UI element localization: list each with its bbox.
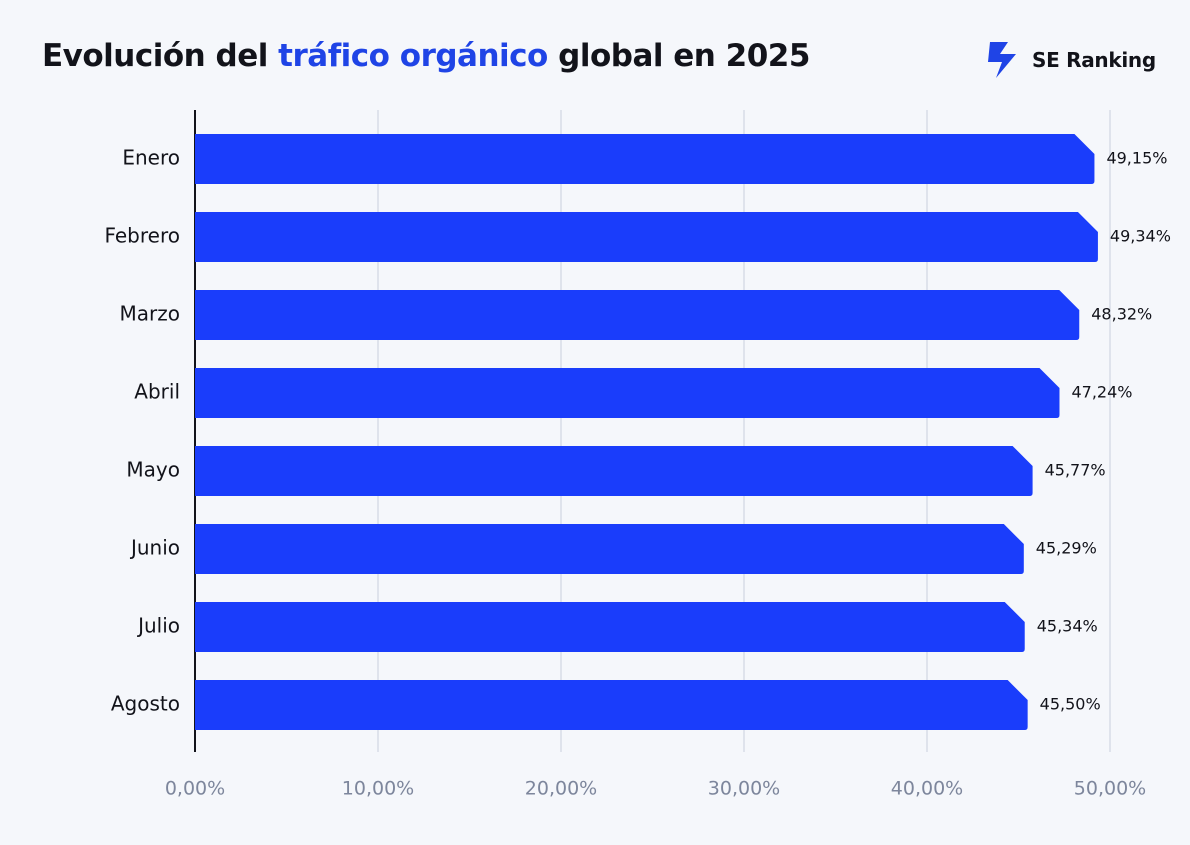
bar: [195, 602, 1025, 652]
bar: [195, 446, 1033, 496]
chart-title: Evolución del tráfico orgánico global en…: [42, 38, 810, 74]
bar: [195, 524, 1024, 574]
x-tick-label: 40,00%: [891, 778, 963, 800]
value-label: 45,77%: [1045, 461, 1106, 480]
value-label: 49,15%: [1106, 149, 1167, 168]
bar: [195, 680, 1028, 730]
y-tick-label: Marzo: [120, 302, 180, 326]
title-part: Evolución del: [42, 38, 279, 74]
brand-icon: [988, 42, 1016, 78]
title-part: global en 2025: [547, 38, 810, 74]
value-label: 45,29%: [1036, 539, 1097, 558]
x-tick-label: 0,00%: [165, 778, 225, 800]
value-label: 45,34%: [1037, 617, 1098, 636]
x-tick-label: 30,00%: [708, 778, 780, 800]
y-tick-label: Febrero: [104, 224, 180, 248]
value-label: 45,50%: [1040, 695, 1101, 714]
title-highlight: tráfico orgánico: [278, 38, 548, 74]
value-label: 49,34%: [1110, 227, 1171, 246]
x-tick-label: 10,00%: [342, 778, 414, 800]
bar: [195, 134, 1095, 184]
value-label: 47,24%: [1071, 383, 1132, 402]
y-tick-label: Junio: [129, 536, 180, 560]
bar: [195, 212, 1098, 262]
y-tick-label: Enero: [122, 146, 180, 170]
x-tick-label: 20,00%: [525, 778, 597, 800]
bar: [195, 290, 1080, 340]
y-tick-label: Agosto: [111, 692, 180, 716]
brand-logo: SE Ranking: [986, 40, 1156, 80]
y-tick-label: Mayo: [126, 458, 180, 482]
value-label: 48,32%: [1091, 305, 1152, 324]
bar: [195, 368, 1060, 418]
x-tick-label: 50,00%: [1074, 778, 1146, 800]
brand-name: SE Ranking: [1032, 48, 1156, 72]
y-tick-label: Julio: [136, 614, 180, 638]
y-tick-label: Abril: [134, 380, 180, 404]
